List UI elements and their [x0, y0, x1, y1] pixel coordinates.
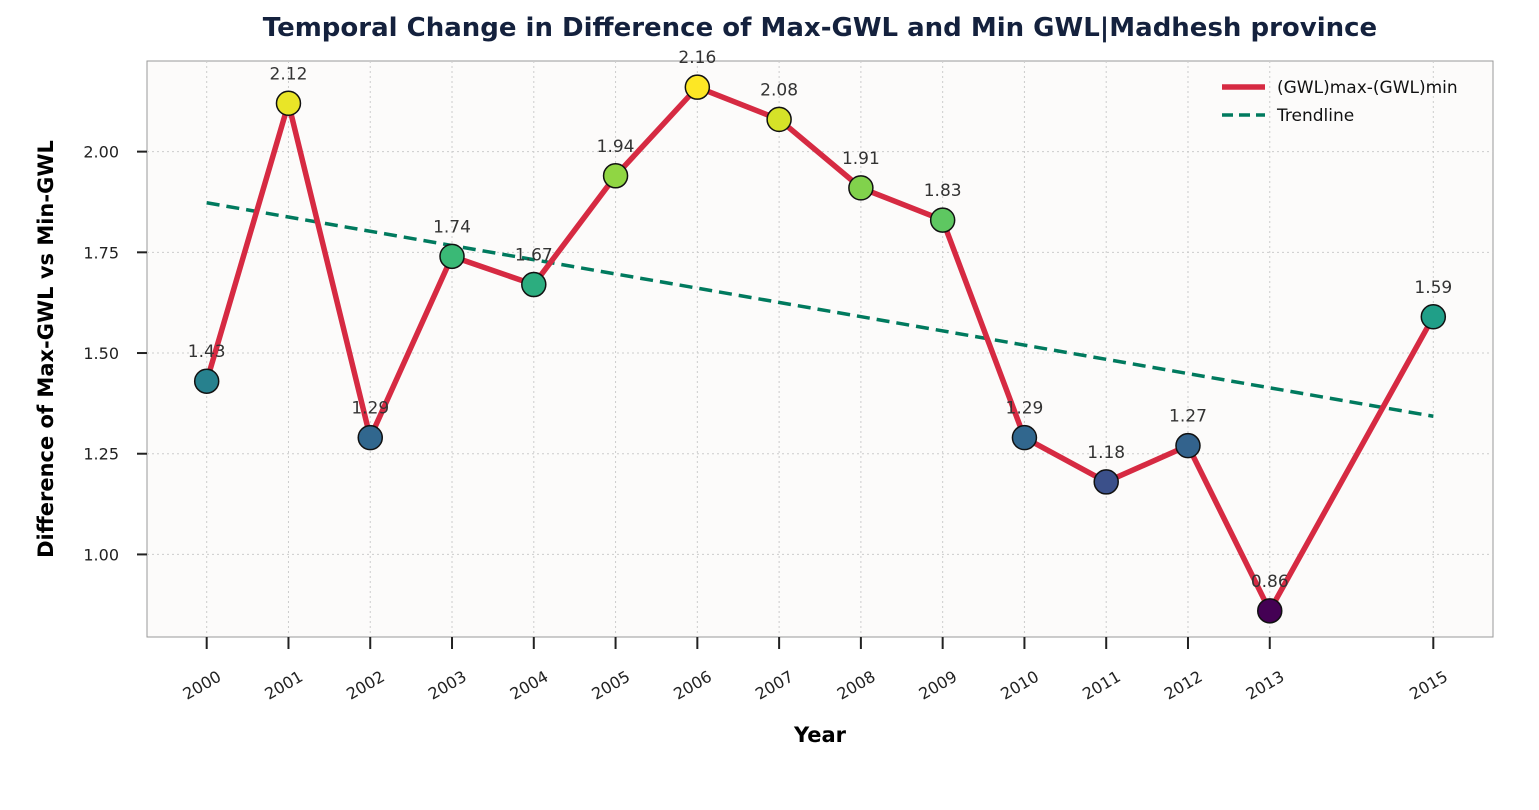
data-label: 1.59 — [1414, 278, 1452, 298]
legend-label-trend: Trendline — [1276, 106, 1354, 126]
y-tick-label: 1.50 — [83, 344, 119, 363]
series-layer — [193, 74, 1447, 624]
data-label: 1.43 — [188, 342, 226, 362]
data-label: 1.29 — [1006, 399, 1044, 419]
data-point — [766, 106, 792, 133]
x-tick-label: 2002 — [343, 667, 388, 704]
x-tick-label: 2015 — [1406, 667, 1451, 704]
data-point — [439, 243, 465, 270]
data-label: 2.16 — [678, 48, 716, 68]
data-label: 1.18 — [1087, 443, 1125, 463]
y-tick-label: 1.00 — [83, 545, 119, 564]
data-label: 1.74 — [433, 217, 471, 237]
data-point — [848, 175, 874, 201]
x-tick-label: 2003 — [425, 667, 470, 704]
x-tick-label: 2004 — [507, 667, 552, 704]
data-label: 1.29 — [351, 399, 389, 419]
data-point — [684, 74, 711, 100]
chart-title: Temporal Change in Difference of Max-GWL… — [263, 13, 1377, 43]
x-tick-label: 2013 — [1243, 667, 1288, 704]
data-point — [1420, 304, 1447, 330]
data-label: 1.27 — [1169, 407, 1207, 427]
x-axis-label: Year — [793, 723, 847, 747]
data-label: 1.67 — [515, 246, 553, 266]
data-label: 0.86 — [1251, 572, 1289, 592]
y-tick-label: 1.75 — [83, 243, 119, 262]
legend-label-main: (GWL)max-(GWL)min — [1277, 78, 1458, 98]
x-tick-label: 2009 — [916, 667, 961, 704]
data-label: 1.83 — [924, 181, 962, 201]
data-point — [929, 207, 956, 233]
data-point — [1093, 469, 1119, 495]
data-label: 2.12 — [270, 64, 308, 84]
data-label: 1.94 — [597, 137, 635, 157]
legend: (GWL)max-(GWL)min Trendline — [1222, 78, 1458, 126]
x-tick-label: 2008 — [834, 667, 879, 704]
data-point — [1257, 598, 1283, 624]
y-tick-label: 2.00 — [83, 143, 119, 162]
data-label: 2.08 — [760, 80, 798, 100]
x-tick-label: 2011 — [1079, 667, 1124, 704]
data-point — [193, 368, 220, 394]
grid — [147, 61, 1493, 637]
x-tick-label: 2001 — [261, 667, 306, 704]
data-point — [357, 424, 383, 451]
trendline — [206, 201, 1434, 418]
data-labels: 1.43 2.12 1.29 1.74 1.67 1.94 2.16 2.08 1.91 1.83… — [188, 48, 1452, 592]
data-point — [1011, 424, 1038, 451]
y-axis-label: Difference of Max-GWL vs Min-GWL — [34, 140, 58, 558]
x-tick-label: 2010 — [997, 667, 1042, 704]
x-tick-label: 2000 — [180, 667, 225, 704]
x-tick-label: 2005 — [588, 667, 633, 704]
data-point — [602, 163, 629, 189]
data-point — [521, 271, 547, 298]
data-label: 1.91 — [842, 149, 880, 169]
x-tick-label: 2012 — [1161, 667, 1206, 704]
x-tick-label: 2006 — [670, 667, 715, 704]
x-tick-label: 2007 — [752, 667, 797, 704]
y-tick-label: 1.25 — [83, 445, 119, 464]
data-point — [275, 90, 302, 117]
data-point — [1175, 432, 1201, 459]
